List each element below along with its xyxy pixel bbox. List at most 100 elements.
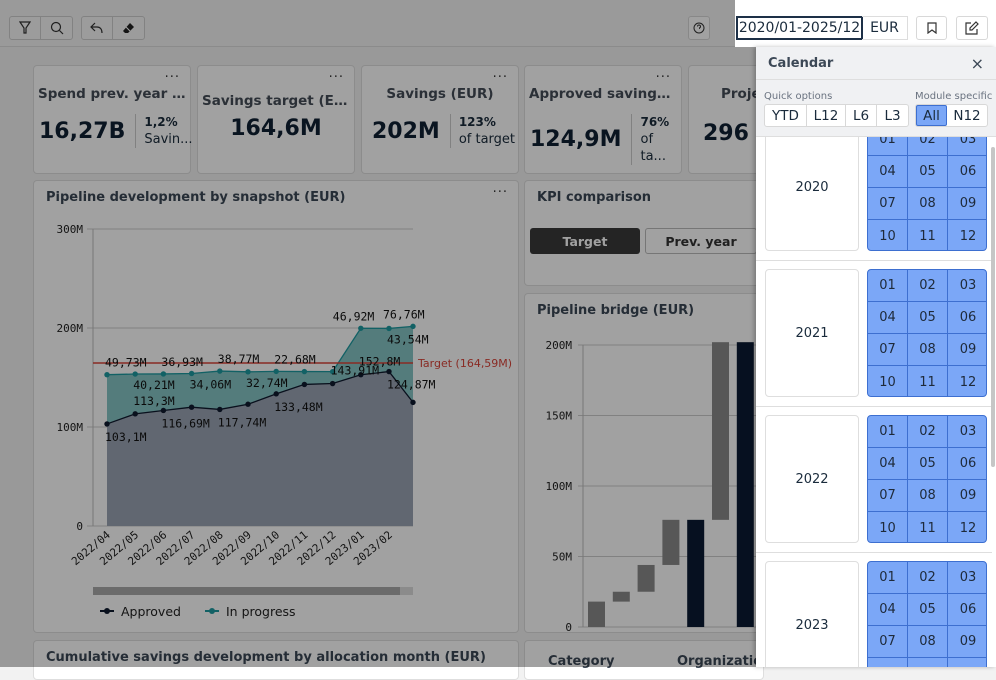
quick-l6[interactable]: L6 (846, 105, 877, 126)
quick-ytd[interactable]: YTD (765, 105, 807, 126)
column-header-category[interactable]: Category (548, 654, 615, 669)
more-icon[interactable]: ··· (492, 70, 508, 85)
month-cell[interactable]: 11 (908, 220, 948, 250)
month-cell[interactable]: 12 (948, 658, 986, 668)
month-cell[interactable]: 12 (959, 228, 977, 244)
module-n12[interactable]: N12 (953, 107, 981, 124)
approved-point (160, 407, 167, 414)
currency-field[interactable]: EUR (862, 16, 908, 40)
month-cell[interactable]: 06 (948, 594, 986, 626)
kpi-value: 124,9M (530, 127, 622, 152)
module-all[interactable]: All (916, 105, 947, 126)
card-title: KPI comparison (537, 190, 652, 205)
column-header-organization[interactable]: Organization (677, 654, 764, 669)
month-cell[interactable]: 05 (908, 594, 948, 626)
close-icon[interactable]: × (970, 53, 984, 73)
month-cell[interactable]: 06 (948, 448, 986, 480)
more-icon[interactable]: ··· (328, 70, 344, 85)
date-range-field[interactable]: 2020/01-2025/12 (736, 16, 863, 40)
month-cell[interactable]: 04 (868, 302, 908, 334)
approved-data-label: 152,8M (359, 355, 401, 369)
month-cell[interactable]: 06 (948, 302, 986, 334)
month-cell[interactable]: 01 (868, 270, 908, 302)
month-cell[interactable]: 06 (948, 156, 986, 188)
year-button[interactable]: 2023 (765, 561, 859, 667)
month-cell[interactable]: 09 (948, 480, 986, 512)
edit-icon (965, 21, 979, 35)
month-cell[interactable]: 03 (948, 137, 986, 156)
in-progress-data-label: 43,54M (387, 332, 429, 346)
quick-l12[interactable]: L12 (807, 105, 846, 126)
in-progress-line (106, 325, 414, 376)
month-cell[interactable]: 02 (908, 562, 948, 594)
approved-line (106, 370, 414, 425)
quick-options-group: YTD L12 L6 L3 (764, 104, 909, 127)
y-tick-label: 0 (76, 520, 83, 533)
month-cell[interactable]: 09 (948, 334, 986, 366)
month-cell[interactable]: 01 (868, 137, 908, 156)
quick-options-label: Quick options (764, 91, 833, 102)
month-cell[interactable]: 01 (868, 562, 908, 594)
month-cell[interactable]: 08 (908, 334, 948, 366)
month-cell[interactable]: 04 (868, 156, 908, 188)
month-cell[interactable]: 09 (948, 626, 986, 658)
month-cell[interactable]: 03 (948, 562, 986, 594)
month-cell[interactable]: 05 (908, 156, 948, 188)
more-icon[interactable]: ··· (492, 185, 508, 200)
month-cell[interactable]: 08 (908, 626, 948, 658)
edit-button[interactable] (956, 16, 988, 40)
history-group (81, 16, 145, 40)
month-cell[interactable]: 10 (868, 366, 908, 396)
bookmark-button[interactable] (916, 16, 947, 40)
month-cell[interactable]: 11 (908, 512, 948, 542)
target-button[interactable]: Target (530, 228, 640, 254)
month-cell[interactable]: 04 (868, 448, 908, 480)
search-button[interactable] (41, 17, 72, 39)
card-title: Pipeline bridge (EUR) (537, 303, 695, 318)
month-cell[interactable]: 05 (908, 302, 948, 334)
in-progress-point (188, 370, 195, 377)
approved-data-label: 133,48M (274, 400, 323, 414)
month-cell[interactable]: 02 (908, 137, 948, 156)
month-cell[interactable]: 07 (868, 188, 908, 220)
card-title: Cumulative savings development by alloca… (46, 650, 486, 665)
kpi-card-spend[interactable]: ··· Spend prev. year (EUR) 16,27B 1,2%Sa… (33, 65, 193, 174)
month-cell[interactable]: 03 (948, 270, 986, 302)
year-button[interactable]: 2022 (765, 415, 859, 543)
month-cell[interactable]: 10 (868, 512, 908, 542)
month-cell[interactable]: 07 (868, 480, 908, 512)
help-button[interactable] (688, 16, 710, 40)
month-cell[interactable]: 05 (908, 448, 948, 480)
month-cell[interactable]: 11 (908, 366, 948, 396)
month-cell[interactable]: 02 (908, 270, 948, 302)
undo-button[interactable] (82, 17, 113, 39)
month-cell[interactable]: 03 (948, 416, 986, 448)
year-button[interactable]: 2020 (765, 137, 859, 251)
month-cell[interactable]: 12 (959, 520, 977, 536)
month-cell[interactable]: 07 (868, 334, 908, 366)
month-cell[interactable]: 10 (868, 220, 908, 250)
chart-scrollbar-thumb (93, 587, 400, 595)
month-cell[interactable]: 09 (948, 188, 986, 220)
month-cell[interactable]: 08 (908, 480, 948, 512)
month-cell[interactable]: 12 (959, 374, 977, 390)
kpi-card-approved[interactable]: ··· Approved savings (EUR) 124,9M 76%of … (524, 65, 682, 174)
kpi-card-savings-target[interactable]: ··· Savings target (EUR) 164,6M (197, 65, 355, 174)
month-cell[interactable]: 10 (868, 658, 908, 667)
bridge-bar (736, 342, 754, 627)
month-cell[interactable]: 08 (908, 188, 948, 220)
calendar-scrollbar[interactable] (991, 147, 995, 467)
month-cell[interactable]: 11 (908, 658, 948, 667)
more-icon[interactable]: ··· (655, 70, 671, 85)
year-button[interactable]: 2021 (765, 269, 859, 397)
month-cell[interactable]: 02 (908, 416, 948, 448)
month-cell[interactable]: 04 (868, 594, 908, 626)
clear-selections-button[interactable] (113, 17, 144, 39)
kpi-card-savings[interactable]: ··· Savings (EUR) 202M 123% of target (361, 65, 519, 174)
month-cell[interactable]: 07 (868, 626, 908, 658)
month-cell[interactable]: 01 (868, 416, 908, 448)
y-tick-label: 150M (546, 410, 573, 423)
quick-l3[interactable]: L3 (884, 107, 901, 124)
more-icon[interactable]: ··· (164, 70, 180, 85)
filter-button[interactable] (10, 17, 41, 39)
